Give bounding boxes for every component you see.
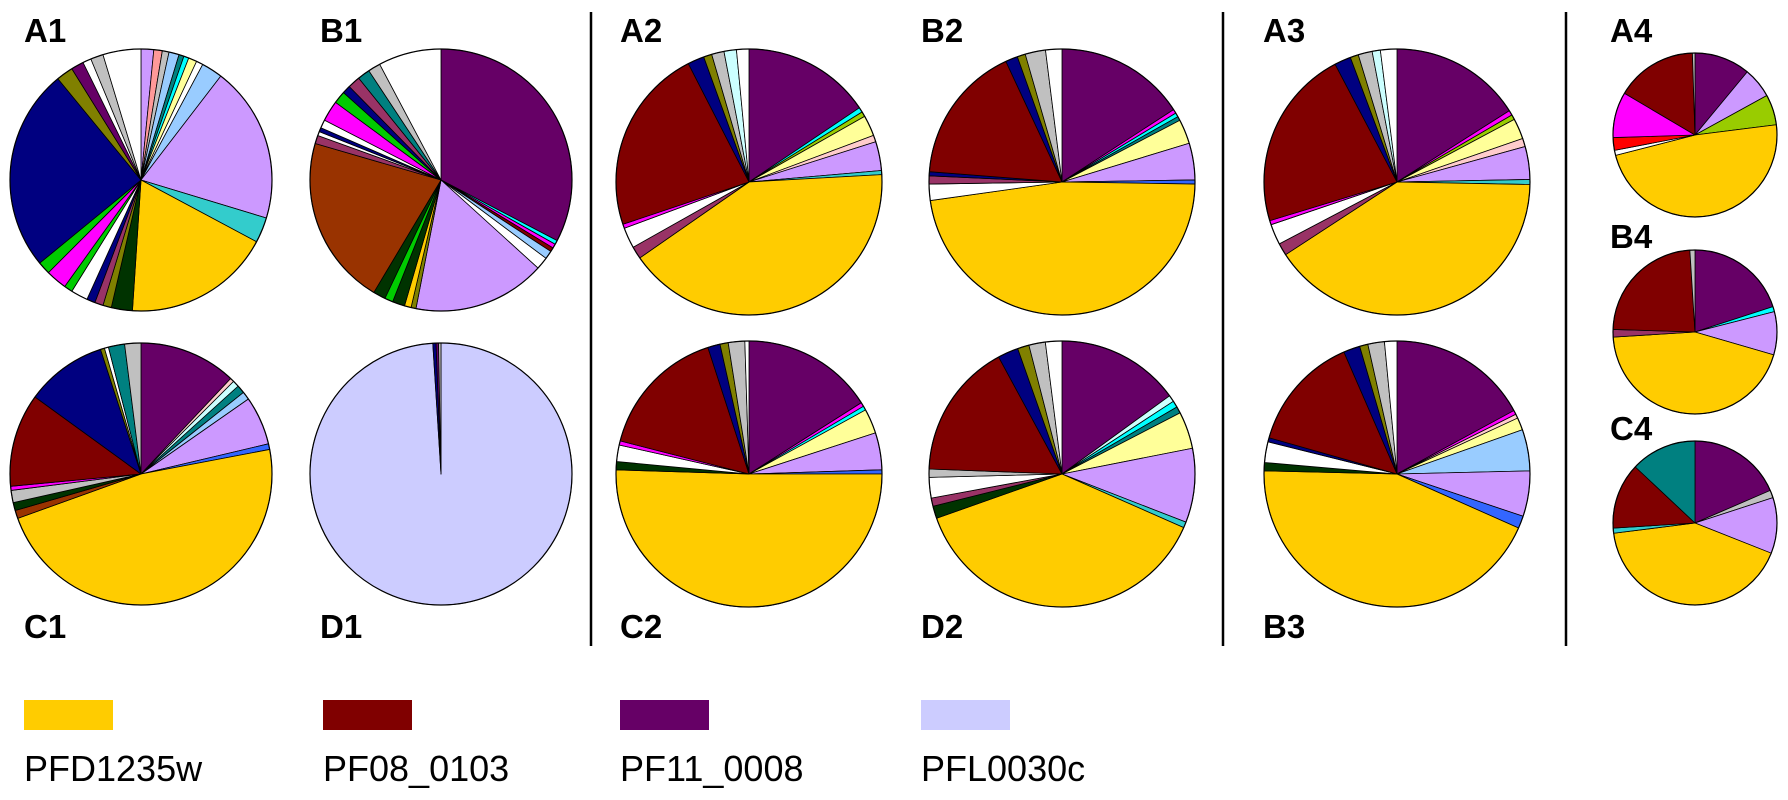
panel-label-b3: B3 <box>1263 608 1305 645</box>
panel-label-c1: C1 <box>24 608 66 645</box>
pie-outline <box>309 48 573 312</box>
pie-chart-panels: A1 B1 C1 D1 A2 B2 C2 D2 A3 B3 A4 B4 C4 <box>9 12 1778 646</box>
pie-b1 <box>309 48 573 312</box>
legend-item-pf11-0008: PF11_0008 <box>620 690 840 790</box>
panel-label-a3: A3 <box>1263 12 1305 49</box>
legend-swatch <box>620 700 709 730</box>
legend-swatch <box>24 700 113 730</box>
pie-d1 <box>309 342 573 606</box>
pie-c4 <box>1612 440 1778 606</box>
legend-swatch <box>921 700 1010 730</box>
legend-item-pfl0030c: PFL0030c <box>921 690 1141 790</box>
legend-label: PFD1235w <box>24 748 203 789</box>
pie-slice <box>1612 249 1696 333</box>
pie-b3 <box>1263 340 1531 608</box>
legend-label: PFL0030c <box>921 748 1086 789</box>
legend: PFD1235w PF08_0103 PF11_0008 PFL0030c <box>0 690 1788 800</box>
pie-outline <box>928 48 1196 316</box>
panel-label-c4: C4 <box>1610 410 1653 447</box>
pie-c1 <box>9 342 273 606</box>
pie-a1 <box>9 48 273 312</box>
pie-outline <box>9 48 273 312</box>
panel-label-b1: B1 <box>320 12 362 49</box>
panel-label-d1: D1 <box>320 608 362 645</box>
pie-outline <box>1612 52 1778 218</box>
panel-label-b4: B4 <box>1610 218 1653 255</box>
panel-label-a2: A2 <box>620 12 662 49</box>
legend-item-pf08-0103: PF08_0103 <box>323 690 543 790</box>
pie-c2 <box>615 340 883 608</box>
legend-item-pfd1235w: PFD1235w <box>24 690 244 790</box>
panel-label-a1: A1 <box>24 12 66 49</box>
legend-label: PF11_0008 <box>620 748 804 789</box>
pie-outline <box>1263 48 1531 316</box>
pie-outline <box>1612 249 1778 415</box>
pies-group <box>9 48 1778 608</box>
pie-b4 <box>1612 249 1778 415</box>
pie-outline <box>9 342 273 606</box>
pie-a4 <box>1612 52 1778 218</box>
pie-outline <box>309 342 573 606</box>
pie-outline <box>1263 340 1531 608</box>
panel-dividers <box>589 12 1568 646</box>
panel-label-d2: D2 <box>921 608 963 645</box>
pie-a3 <box>1263 48 1531 316</box>
panel-labels: A1 B1 C1 D1 A2 B2 C2 D2 A3 B3 A4 B4 C4 <box>24 12 1653 645</box>
pie-slice <box>615 469 883 608</box>
pie-outline <box>928 340 1196 608</box>
pie-slice <box>929 181 1196 316</box>
pie-outline <box>615 48 883 316</box>
panel-label-a4: A4 <box>1610 12 1653 49</box>
pie-outline <box>615 340 883 608</box>
pie-a2 <box>615 48 883 316</box>
pie-d2 <box>928 340 1196 608</box>
pie-b2 <box>928 48 1196 316</box>
panel-label-b2: B2 <box>921 12 963 49</box>
legend-swatch <box>323 700 412 730</box>
panel-label-c2: C2 <box>620 608 662 645</box>
pie-outline <box>1612 440 1778 606</box>
legend-label: PF08_0103 <box>323 748 510 789</box>
